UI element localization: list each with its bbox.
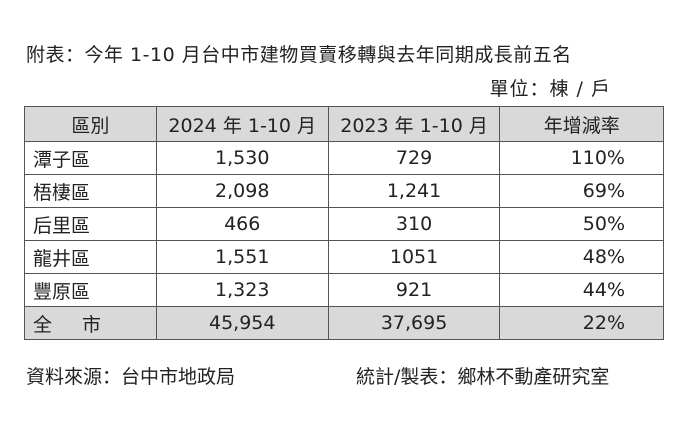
district-cell: 后里區: [24, 207, 157, 241]
credit-note: 統計/製表：鄉林不動產研究室: [356, 366, 610, 388]
value-2024-cell: 1,530: [155, 141, 329, 175]
value-2024-cell: 466: [155, 207, 329, 241]
rate-cell: 110%: [499, 141, 664, 175]
header-2023: 2023 年 1-10 月: [327, 106, 501, 142]
value-2024-cell: 1,551: [155, 240, 329, 274]
rate-cell: 48%: [499, 240, 664, 274]
header-row: 區別 2024 年 1-10 月 2023 年 1-10 月 年增減率: [24, 106, 664, 142]
total-row: 全市 45,954 37,695 22%: [24, 306, 664, 340]
table-row: 龍井區 1,551 1051 48%: [24, 240, 664, 274]
district-cell: 豐原區: [24, 273, 157, 307]
total-2024-cell: 45,954: [155, 306, 329, 340]
district-cell: 潭子區: [24, 141, 157, 175]
district-cell: 龍井區: [24, 240, 157, 274]
value-2023-cell: 310: [327, 207, 501, 241]
rate-cell: 50%: [499, 207, 664, 241]
total-district-cell: 全市: [24, 306, 157, 340]
value-2024-cell: 1,323: [155, 273, 329, 307]
district-cell: 梧棲區: [24, 174, 157, 208]
value-2024-cell: 2,098: [155, 174, 329, 208]
total-2023-cell: 37,695: [327, 306, 501, 340]
header-rate: 年增減率: [499, 106, 664, 142]
value-2023-cell: 1,241: [327, 174, 501, 208]
rate-cell: 69%: [499, 174, 664, 208]
table-row: 梧棲區 2,098 1,241 69%: [24, 174, 664, 208]
table-row: 豐原區 1,323 921 44%: [24, 273, 664, 307]
value-2023-cell: 1051: [327, 240, 501, 274]
table-row: 后里區 466 310 50%: [24, 207, 664, 241]
transfer-growth-table: 區別 2024 年 1-10 月 2023 年 1-10 月 年增減率 潭子區 …: [24, 106, 664, 340]
value-2023-cell: 921: [327, 273, 501, 307]
table-title: 附表：今年 1-10 月台中市建物買賣移轉與去年同期成長前五名: [26, 44, 572, 66]
total-rate-cell: 22%: [499, 306, 664, 340]
header-district: 區別: [24, 106, 157, 142]
table-row: 潭子區 1,530 729 110%: [24, 141, 664, 175]
unit-label: 單位：棟 / 戶: [489, 78, 611, 100]
value-2023-cell: 729: [327, 141, 501, 175]
header-2024: 2024 年 1-10 月: [155, 106, 329, 142]
rate-cell: 44%: [499, 273, 664, 307]
data-source-note: 資料來源：台中市地政局: [26, 366, 236, 388]
